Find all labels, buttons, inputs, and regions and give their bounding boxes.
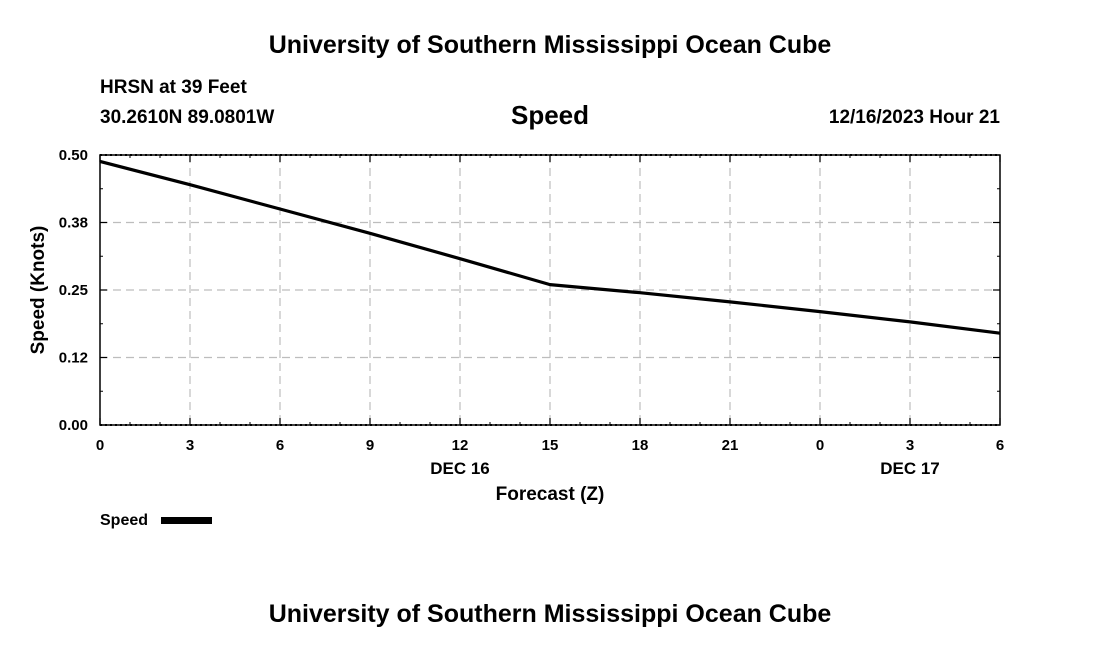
x-tick-label: 6 bbox=[276, 437, 284, 454]
x-tick-label: 0 bbox=[96, 437, 104, 454]
axis-labels: 0 3 6 9 12 15 18 21 0 3 6 DEC 16 DEC 17 0.00 0.12 0.25 0… bbox=[59, 147, 1004, 478]
chart-title: Speed bbox=[510, 100, 590, 130]
footer-title: University of Southern Mississippi Ocean… bbox=[268, 600, 832, 628]
y-tick-label: 0.00 bbox=[59, 417, 88, 434]
x-axis-title: Forecast (Z) bbox=[496, 484, 605, 505]
x-tick-label: 12 bbox=[452, 437, 469, 454]
legend: Speed bbox=[100, 512, 212, 529]
x-tick-label: 18 bbox=[632, 437, 649, 454]
y-axis-title: Speed (Knots) bbox=[28, 226, 49, 355]
x-tick-label: 9 bbox=[366, 437, 374, 454]
legend-swatch bbox=[161, 517, 212, 524]
date-label: DEC 17 bbox=[880, 459, 940, 478]
y-tick-label: 0.38 bbox=[59, 215, 88, 232]
y-tick-label: 0.12 bbox=[59, 350, 88, 367]
station-coordinates: 30.2610N 89.0801W bbox=[100, 107, 275, 128]
x-tick-label: 15 bbox=[542, 437, 559, 454]
chart-header-title: University of Southern Mississippi Ocean… bbox=[268, 31, 832, 59]
forecast-datetime: 12/16/2023 Hour 21 bbox=[828, 107, 1000, 128]
speed-series-line bbox=[99, 159, 1001, 335]
date-label: DEC 16 bbox=[430, 459, 490, 478]
x-tick-label: 0 bbox=[816, 437, 824, 454]
series-layer bbox=[99, 159, 1001, 335]
x-tick-label: 21 bbox=[722, 437, 739, 454]
y-tick-label: 0.25 bbox=[59, 282, 88, 299]
x-tick-label: 3 bbox=[906, 437, 914, 454]
plot-frame bbox=[99, 154, 1001, 426]
x-tick-label: 6 bbox=[996, 437, 1004, 454]
legend-label: Speed bbox=[100, 512, 148, 529]
y-tick-label: 0.50 bbox=[59, 147, 88, 164]
station-name: HRSN at 39 Feet bbox=[100, 77, 247, 98]
x-tick-label: 3 bbox=[186, 437, 194, 454]
